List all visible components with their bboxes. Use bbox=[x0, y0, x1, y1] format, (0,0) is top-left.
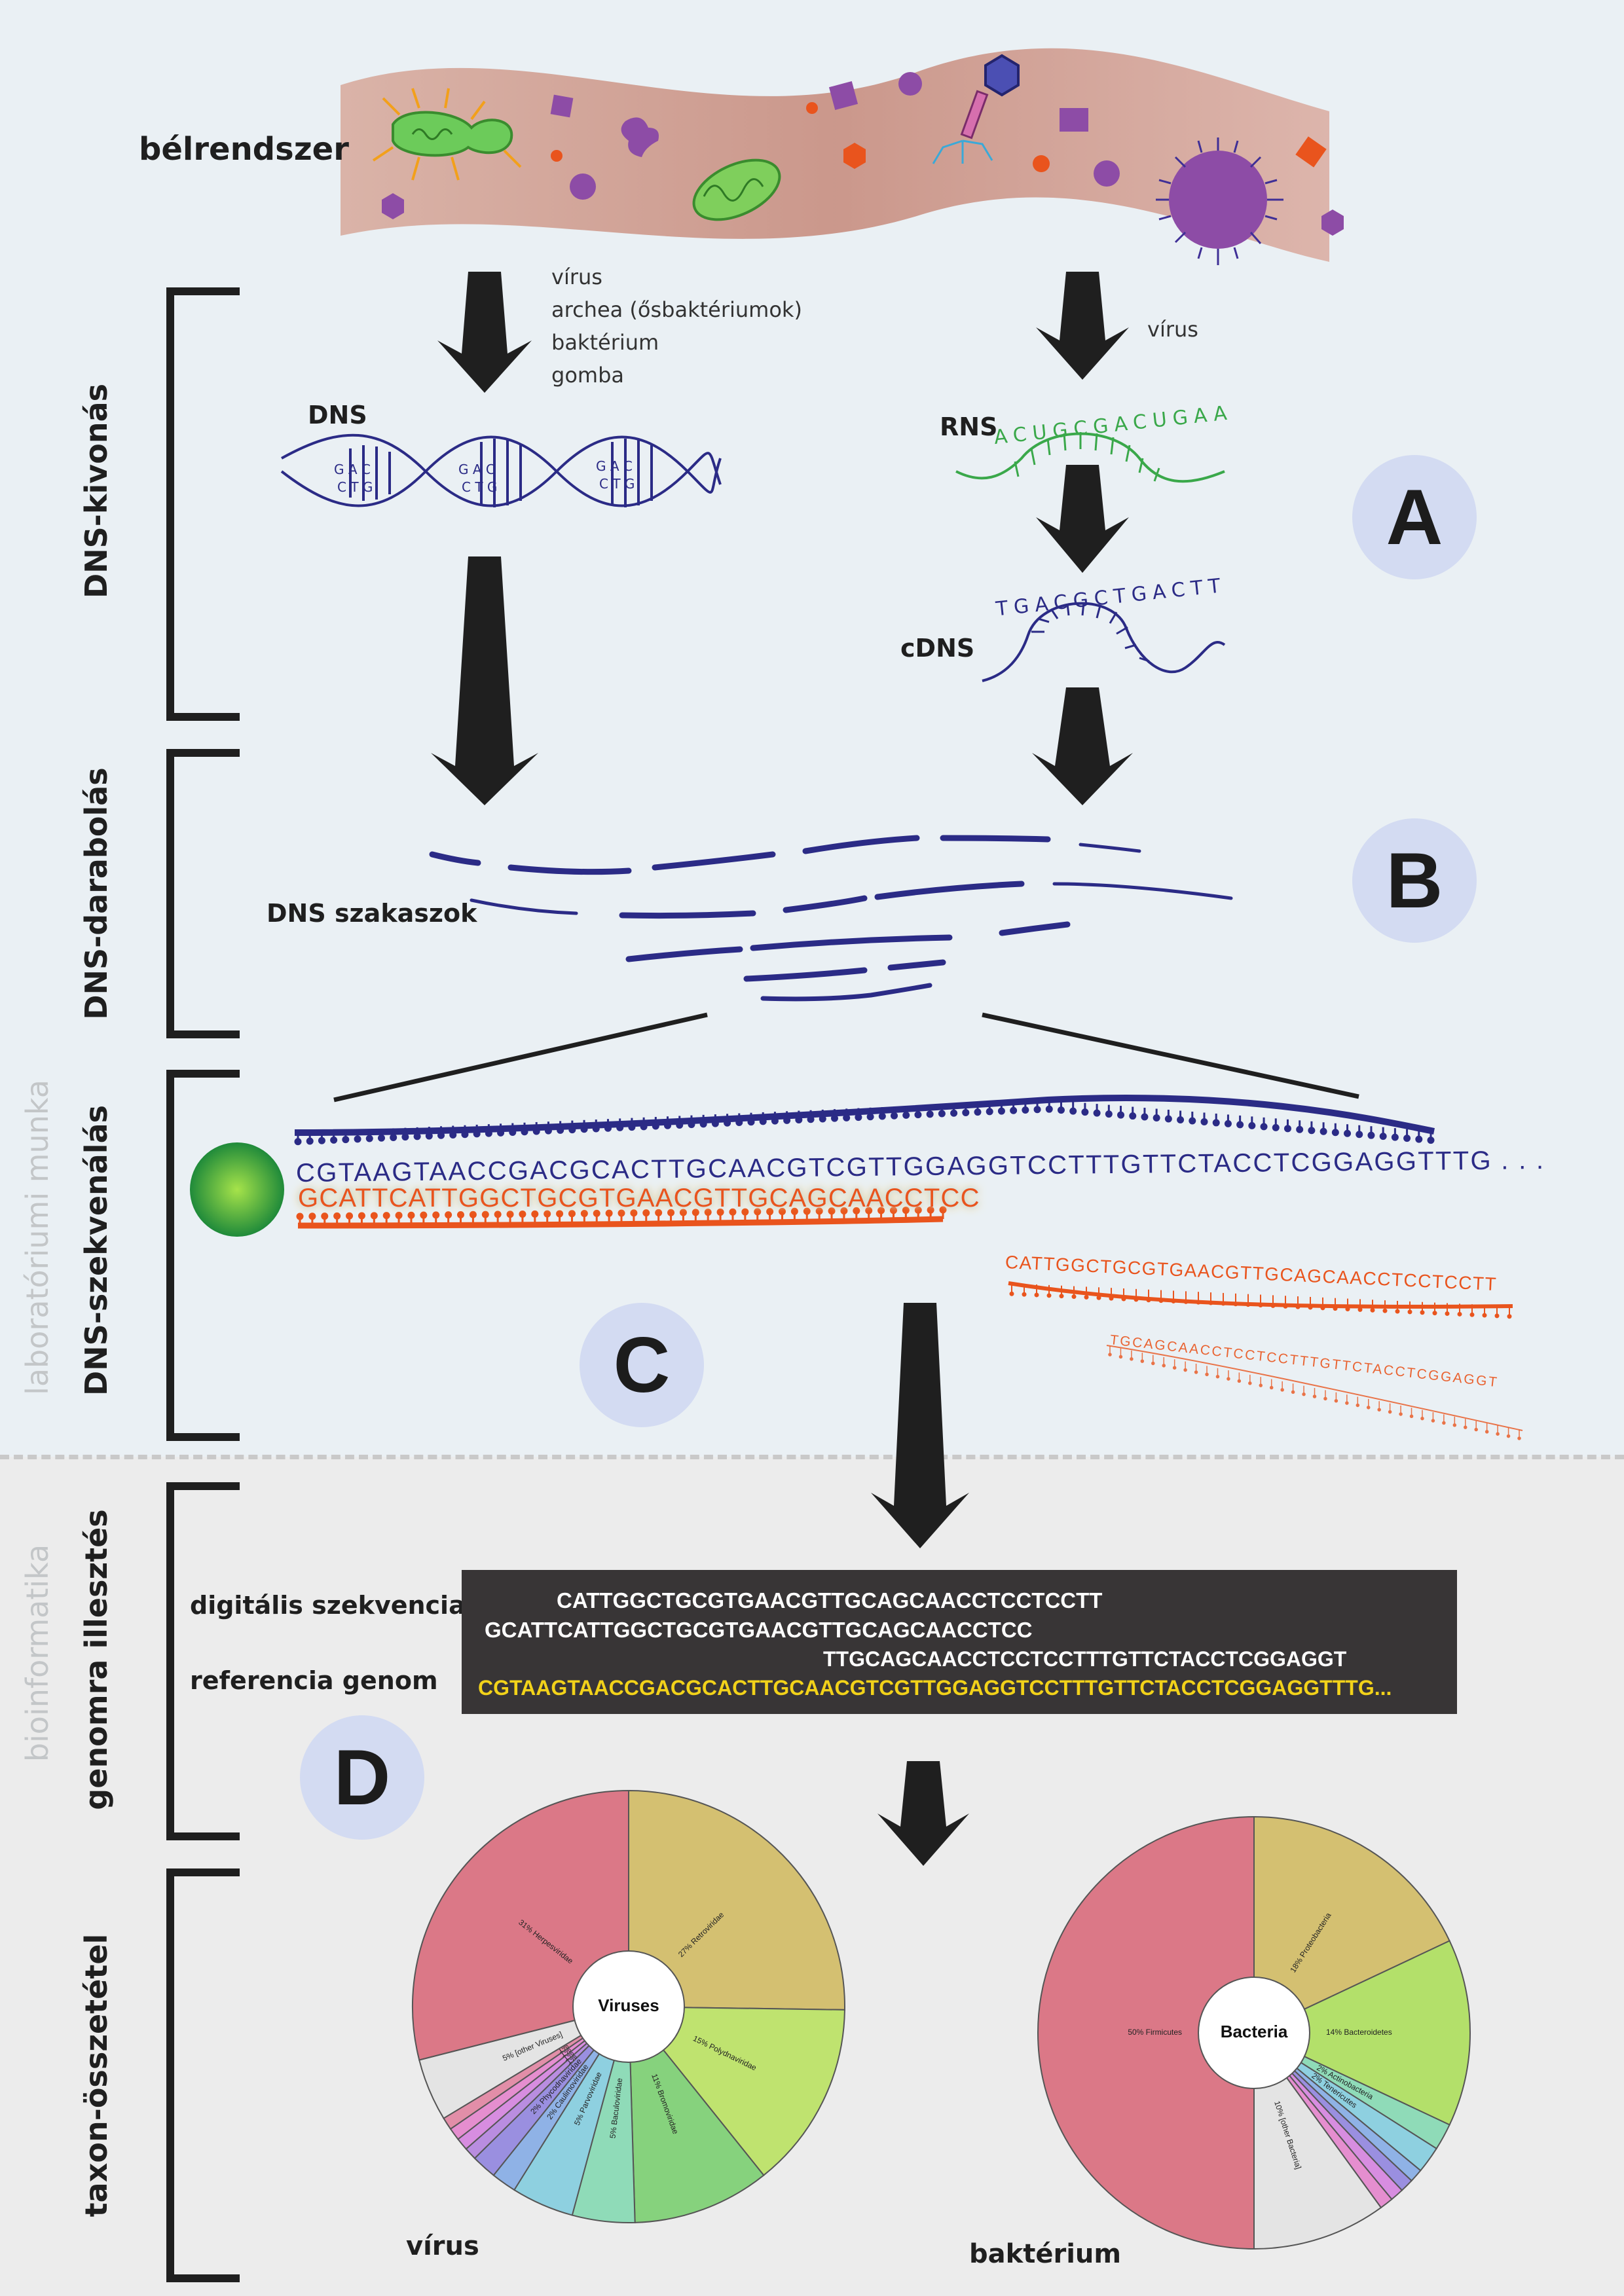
badge-c: C bbox=[580, 1303, 704, 1427]
aligned-read-b: GCATTCATTGGCTGCGTGAACGTTGCAGCAACCTCC bbox=[485, 1618, 1033, 1642]
reference-genome-label: referencia genom bbox=[190, 1666, 438, 1695]
bacteriophage-icon bbox=[932, 54, 1020, 164]
section-divider bbox=[0, 1455, 1624, 1459]
bioinformatics-label: bioinformatika bbox=[20, 1544, 55, 1762]
arrow-cdna-to-fragments bbox=[1032, 687, 1133, 805]
pie-slice-retroviridae bbox=[628, 1789, 845, 2011]
digital-sequence-label: digitális szekvencia bbox=[190, 1591, 466, 1620]
arrow-gut-to-rna bbox=[1036, 272, 1129, 380]
bacterium-icon bbox=[372, 88, 522, 181]
pie-slice-label: 14% Bacteroidetes bbox=[1326, 2028, 1392, 2037]
brackets bbox=[166, 287, 240, 2282]
pie-slice-bromoviridae bbox=[627, 2005, 765, 2223]
organism-archaea-label: archea (ősbaktériumok) bbox=[551, 297, 802, 322]
bracket-genome-alignment bbox=[166, 1482, 240, 1840]
bracket-dna-extraction bbox=[166, 287, 240, 721]
bracket-taxon-composition bbox=[166, 1868, 240, 2282]
dna-bases-top-1: G A C bbox=[334, 462, 371, 477]
read-1-strand-icon bbox=[1008, 1281, 1513, 1319]
cdna-label: cDNS bbox=[900, 634, 975, 663]
pie-slice-proteobacteria bbox=[1253, 1815, 1450, 2034]
archaea-icon bbox=[1156, 137, 1283, 265]
pie-slice--other-bacteria- bbox=[1253, 2030, 1382, 2250]
bacterium-icon bbox=[692, 158, 781, 221]
sequencing-bead-icon bbox=[190, 1142, 284, 1237]
bacteria-pie-caption: baktérium bbox=[969, 2239, 1122, 2269]
read-2-strand-icon bbox=[1106, 1345, 1523, 1440]
arrow-alignment-to-taxa bbox=[877, 1761, 969, 1866]
dna-bases-top-3: G A C bbox=[596, 458, 633, 474]
pie-slice-polydnaviridae bbox=[627, 2005, 845, 2176]
badge-b: B bbox=[1352, 818, 1477, 943]
dna-bases-bottom-2: C T G bbox=[462, 479, 498, 495]
dna-bases-top-2: G A C bbox=[458, 462, 495, 477]
alignment-box: CATTGGCTGCGTGAACGTTGCAGCAACCTCCTCCTT GCA… bbox=[462, 1570, 1457, 1714]
dna-fragmentation-label: DNS-darabolás bbox=[79, 767, 114, 1020]
badge-d: D bbox=[300, 1715, 424, 1840]
aligned-read-a: CATTGGCTGCGTGAACGTTGCAGCAACCTCCTCCTT bbox=[557, 1588, 1103, 1613]
arrow-dna-to-fragments bbox=[431, 556, 538, 805]
reference-sequence: CGTAAGTAACCGACGCACTTGCAACGTCGTTGGAGGTCCT… bbox=[478, 1676, 1392, 1700]
virus-pie-caption: vírus bbox=[406, 2231, 479, 2261]
bracket-dna-sequencing bbox=[166, 1070, 240, 1441]
gut-label: bélrendszer bbox=[139, 131, 349, 168]
dna-extraction-label: DNS-kivonás bbox=[79, 383, 114, 599]
template-strand-icon bbox=[294, 1095, 1435, 1146]
arrows bbox=[431, 272, 1133, 1866]
growing-strand-icon bbox=[296, 1206, 947, 1229]
zoom-lines bbox=[333, 1012, 1359, 1102]
pie-center bbox=[572, 1950, 685, 2063]
cdna-strand-icon bbox=[982, 602, 1226, 682]
arrow-rna-to-cdna bbox=[1036, 465, 1129, 573]
pie-slice-label: 50% Firmicutes bbox=[1128, 2028, 1182, 2037]
growing-sequence: GCATTCATTGGCTGCGTGAACGTTGCAGCAACCTCC bbox=[298, 1184, 980, 1212]
dna-label: DNS bbox=[308, 401, 367, 429]
arrow-sequencing-to-alignment bbox=[871, 1303, 969, 1548]
pie-slice-bacteroidetes bbox=[1252, 1940, 1471, 2126]
dna-bases-bottom-1: C T G bbox=[337, 479, 373, 495]
arrow-gut-to-dna bbox=[437, 272, 532, 393]
fragments-label: DNS szakaszok bbox=[267, 899, 477, 928]
badge-a: A bbox=[1352, 455, 1477, 579]
lab-work-label: laboratóriumi munka bbox=[20, 1080, 55, 1395]
organism-bacterium-label: baktérium bbox=[551, 330, 659, 355]
pie-slice-firmicutes bbox=[1037, 1815, 1255, 2250]
right-virus-label: vírus bbox=[1147, 317, 1198, 342]
bracket-dna-fragmentation bbox=[166, 749, 240, 1038]
rna-label: RNS bbox=[940, 412, 998, 441]
taxon-composition-label: taxon-összetétel bbox=[79, 1933, 114, 2217]
virus-particles-icon bbox=[382, 72, 1344, 236]
gut-tube bbox=[341, 48, 1329, 263]
dna-sequencing-label: DNS-szekvenálás bbox=[79, 1105, 114, 1396]
aligned-read-c: TTGCAGCAACCTCCTCCTTTGTTCTACCTCGGAGGT bbox=[823, 1647, 1347, 1671]
dna-bases-bottom-3: C T G bbox=[599, 476, 635, 492]
dna-helix-icon bbox=[280, 433, 722, 507]
rna-strand-icon bbox=[955, 432, 1225, 483]
pie-title: Viruses bbox=[598, 1995, 659, 2015]
organism-virus-label: vírus bbox=[551, 264, 602, 289]
genome-alignment-label: genomra illesztés bbox=[79, 1509, 114, 1810]
dna-fragments-icon bbox=[429, 835, 1233, 1002]
pie-title: Bacteria bbox=[1221, 2022, 1288, 2041]
organism-fungus-label: gomba bbox=[551, 363, 624, 388]
pie-center bbox=[1198, 1977, 1310, 2089]
